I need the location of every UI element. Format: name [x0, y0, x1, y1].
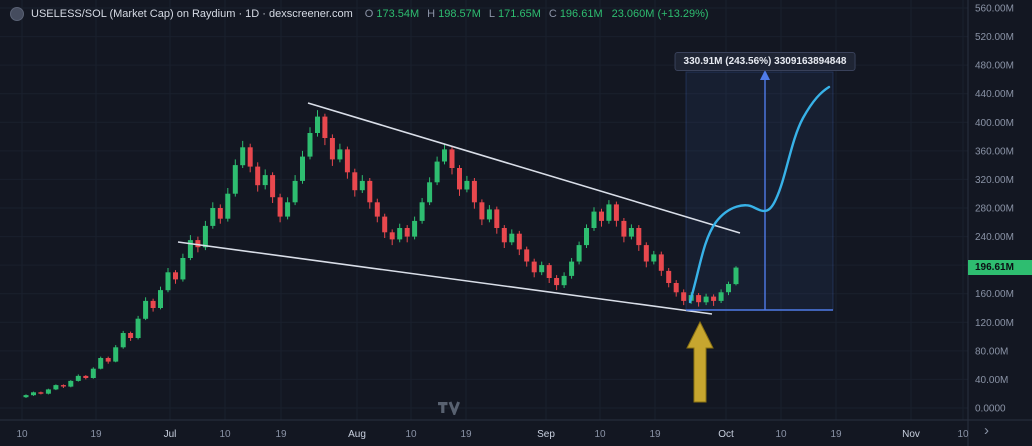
ohlc-readout: O 173.54M H 198.57M L 171.65M C 196.61M 23.0…: [360, 8, 709, 20]
up-arrowhead-icon: [760, 70, 770, 80]
chart-title[interactable]: USELESS/SOL (Market Cap) on Raydium · 1D…: [31, 8, 353, 20]
lower-trendline[interactable]: [177, 241, 713, 315]
svg-text:19: 19: [275, 429, 287, 440]
svg-text:120.00M: 120.00M: [975, 318, 1014, 329]
pair-logo-icon: [10, 7, 24, 21]
svg-text:19: 19: [830, 429, 842, 440]
svg-text:Aug: Aug: [348, 429, 366, 440]
change-value: 23.060M (+13.29%): [611, 8, 709, 20]
low-key: L: [488, 8, 496, 20]
price-axis-panel[interactable]: [968, 0, 1032, 446]
svg-text:19: 19: [649, 429, 661, 440]
svg-text:80.00M: 80.00M: [975, 346, 1008, 357]
svg-text:440.00M: 440.00M: [975, 89, 1014, 100]
svg-text:Nov: Nov: [902, 429, 920, 440]
grid: [0, 0, 968, 420]
svg-text:280.00M: 280.00M: [975, 204, 1014, 215]
svg-text:Oct: Oct: [718, 429, 734, 440]
upper-trendline[interactable]: [307, 102, 741, 234]
open-key: O: [364, 8, 374, 20]
svg-text:Sep: Sep: [537, 429, 555, 440]
svg-text:520.00M: 520.00M: [975, 32, 1014, 43]
breakout-arrow[interactable]: [686, 320, 714, 403]
svg-text:10: 10: [219, 429, 231, 440]
high-key: H: [427, 8, 436, 20]
high-value: 198.57M: [438, 8, 481, 20]
open-value: 173.54M: [376, 8, 420, 20]
close-value: 196.61M: [559, 8, 603, 20]
close-key: C: [548, 8, 557, 20]
svg-text:10: 10: [594, 429, 606, 440]
tradingview-logo[interactable]: [437, 400, 464, 420]
svg-text:10: 10: [405, 429, 417, 440]
svg-text:360.00M: 360.00M: [975, 146, 1014, 157]
svg-text:400.00M: 400.00M: [975, 118, 1014, 129]
svg-text:0.0000: 0.0000: [975, 404, 1006, 415]
candles: [23, 110, 739, 398]
svg-text:10: 10: [775, 429, 787, 440]
projection-box[interactable]: [685, 71, 834, 311]
scroll-right-button[interactable]: ›: [984, 422, 989, 439]
svg-text:240.00M: 240.00M: [975, 232, 1014, 243]
low-value: 171.65M: [498, 8, 541, 20]
svg-text:10: 10: [16, 429, 28, 440]
svg-text:320.00M: 320.00M: [975, 175, 1014, 186]
svg-text:10: 10: [957, 429, 969, 440]
svg-text:480.00M: 480.00M: [975, 61, 1014, 72]
svg-text:Jul: Jul: [164, 429, 177, 440]
svg-text:19: 19: [90, 429, 102, 440]
svg-text:19: 19: [460, 429, 472, 440]
price-axis[interactable]: 560.00M 520.00M 480.00M 440.00M 400.00M 360.0…: [975, 4, 1014, 415]
legend: USELESS/SOL (Market Cap) on Raydium · 1D…: [10, 7, 709, 21]
svg-text:40.00M: 40.00M: [975, 375, 1008, 386]
svg-text:160.00M: 160.00M: [975, 289, 1014, 300]
projection-curve[interactable]: [688, 85, 831, 304]
svg-text:560.00M: 560.00M: [975, 4, 1014, 15]
time-axis[interactable]: 10 19 Jul 10 19 Aug 10 19 Sep 10 19 Oct 10 19 Nov 10: [16, 429, 969, 440]
last-price-badge: 196.61M: [968, 260, 1032, 275]
time-axis-panel[interactable]: [0, 420, 1032, 446]
target-projection-label[interactable]: 330.91M (243.56%) 3309163894848: [674, 52, 856, 71]
